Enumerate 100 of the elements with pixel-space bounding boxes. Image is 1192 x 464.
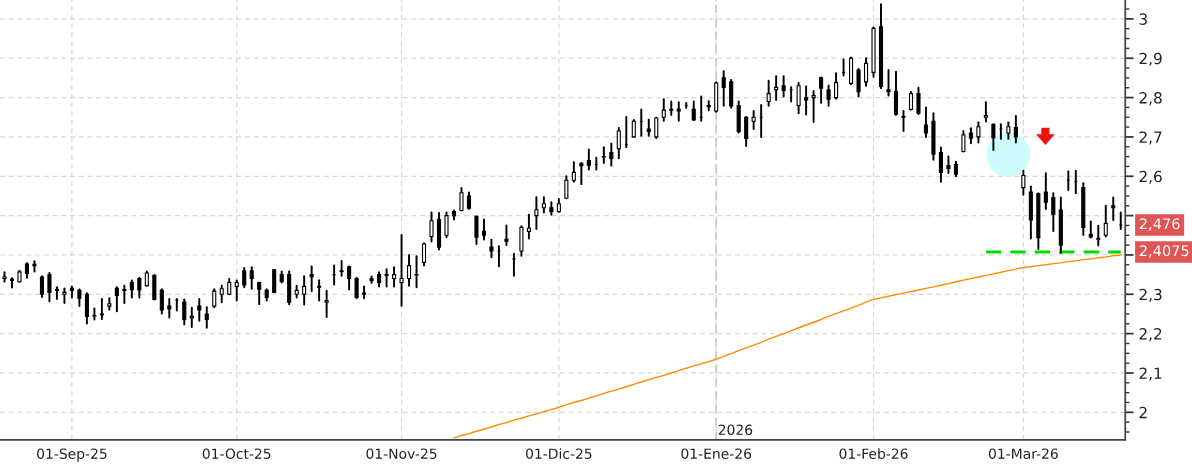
x-tick-label: 01-Nov-25 <box>366 448 437 459</box>
candlestick <box>39 275 45 299</box>
candlestick <box>62 287 67 304</box>
candlestick <box>706 100 711 112</box>
candlestick <box>721 70 726 107</box>
candlestick <box>347 265 352 291</box>
candlestick <box>609 142 614 167</box>
candlestick <box>137 276 142 299</box>
candlestick <box>92 307 97 321</box>
candlestick <box>182 298 187 326</box>
x-tick-label: 01-Dic-25 <box>526 448 592 459</box>
candlestick <box>242 266 247 289</box>
candlestick <box>519 225 524 257</box>
candlestick <box>1013 115 1018 144</box>
candlestick <box>474 215 479 245</box>
candlestick <box>534 196 539 230</box>
candlestick <box>916 86 921 116</box>
candlestick <box>9 277 15 289</box>
candlestick <box>272 268 277 294</box>
candlestick <box>744 115 749 147</box>
candlestick <box>122 284 127 304</box>
candlestick <box>564 175 569 200</box>
candlestick <box>84 292 89 325</box>
candlestick <box>1111 196 1116 221</box>
candlestick <box>991 123 996 151</box>
candlestick <box>421 242 427 267</box>
candlestick <box>1043 172 1048 210</box>
candlestick <box>317 279 322 302</box>
x-tick-label: 01-Feb-26 <box>839 448 908 459</box>
candlestick <box>923 106 929 138</box>
y-tick-label: 2,1 <box>1139 367 1162 381</box>
candlestick <box>811 89 816 123</box>
candlestick <box>159 288 164 315</box>
candlestick <box>167 298 172 319</box>
candlestick <box>504 224 509 247</box>
x-tick-label: 01-Oct-25 <box>202 448 271 459</box>
candlestick <box>189 306 194 328</box>
candlestick <box>1096 224 1101 247</box>
candlestick <box>526 213 531 240</box>
y-tick-label: 2,6 <box>1139 170 1162 184</box>
x-tick-label: 01-Ene-26 <box>681 448 752 459</box>
candlestick <box>856 67 861 98</box>
candlestick <box>392 266 397 288</box>
candlestick <box>579 161 584 186</box>
candlestick <box>249 266 254 290</box>
y-tick-label: 2,3 <box>1139 288 1162 302</box>
candlestick <box>152 274 157 301</box>
candlestick <box>961 130 966 153</box>
candlestick <box>399 233 404 307</box>
candlestick <box>938 146 944 183</box>
y-tick-label: 3 <box>1139 13 1147 25</box>
candlestick <box>586 148 591 171</box>
candlestick <box>661 98 666 122</box>
y-tick-label: 2 <box>1139 406 1147 419</box>
candlestick <box>893 70 899 116</box>
candlestick <box>354 276 359 300</box>
candlestick <box>324 289 329 319</box>
candlestick <box>459 187 464 212</box>
text: 2,4075 <box>1139 245 1189 258</box>
candlestick <box>863 57 869 87</box>
candlestick <box>751 109 756 131</box>
candlestick <box>444 211 449 239</box>
candlestick <box>99 298 104 321</box>
x-tick-label: 01-Sep-25 <box>37 448 107 462</box>
ref-line-label: 2026 <box>718 424 753 435</box>
candlestick <box>1051 192 1056 232</box>
candlestick <box>729 78 734 109</box>
candlestick <box>654 116 659 140</box>
candlestick <box>406 253 412 287</box>
candlestick <box>339 259 344 277</box>
candlestick <box>616 126 621 160</box>
candlestick <box>834 72 839 100</box>
candlestick <box>204 306 209 329</box>
x-tick-label: 01-Mar-26 <box>988 448 1058 459</box>
candlestick <box>819 76 824 104</box>
text: 2,476 <box>1139 218 1180 231</box>
candlestick <box>414 255 419 289</box>
candlestick <box>676 101 681 122</box>
candlestick <box>901 109 906 132</box>
candlestick <box>601 146 606 164</box>
candlestick <box>766 79 771 107</box>
candlestick <box>481 218 487 241</box>
candlestick <box>781 75 786 98</box>
candlestick <box>826 84 831 107</box>
candlestick <box>197 298 202 322</box>
line-series <box>453 254 1122 439</box>
candlestick <box>691 100 696 121</box>
candlestick <box>669 100 674 116</box>
candlestick <box>1021 169 1026 196</box>
y-tick-label: 2,9 <box>1139 52 1162 66</box>
candlestick <box>983 101 988 123</box>
candlestick <box>47 272 52 303</box>
y-tick-label: 2,7 <box>1139 131 1162 145</box>
candlestick <box>32 260 37 273</box>
candlestick <box>774 75 779 101</box>
candlestick <box>309 265 314 293</box>
candlestick <box>976 121 981 144</box>
candlestick <box>114 286 119 313</box>
candlestick <box>384 268 389 288</box>
y-tick-label: 2,8 <box>1139 92 1162 106</box>
